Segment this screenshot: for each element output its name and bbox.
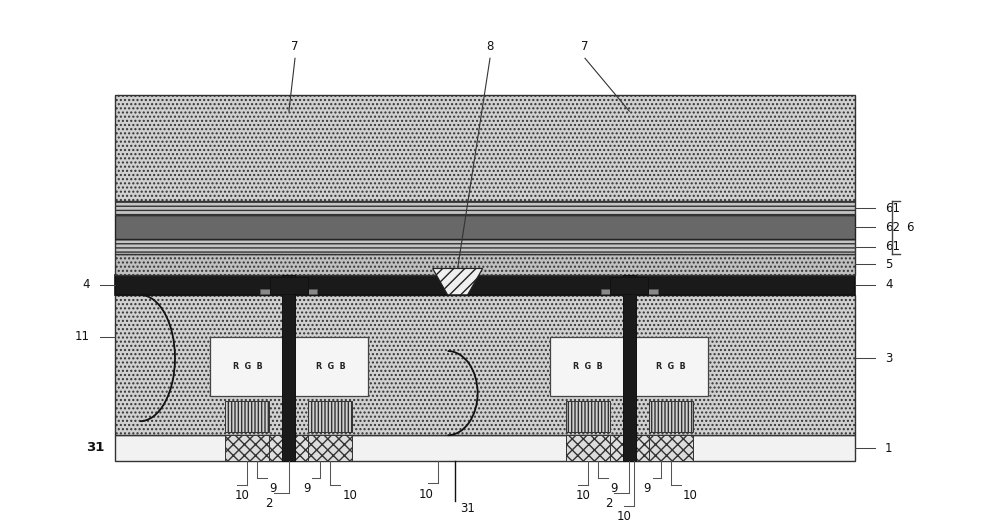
Bar	[115, 216, 855, 240]
Text: 11: 11	[75, 331, 90, 343]
Bar	[550, 337, 625, 396]
Bar	[649, 401, 693, 432]
Bar	[260, 289, 317, 294]
Text: 10: 10	[418, 488, 433, 501]
Bar	[566, 435, 610, 461]
Bar	[115, 201, 855, 216]
Text: 9: 9	[269, 482, 277, 496]
Text: 61: 61	[885, 201, 900, 215]
Bar	[282, 275, 295, 461]
Text: 2: 2	[606, 497, 613, 510]
Text: 5: 5	[885, 258, 892, 271]
Bar	[605, 435, 653, 461]
Text: 9: 9	[610, 482, 617, 496]
Bar	[115, 275, 855, 295]
Text: 8: 8	[486, 40, 494, 53]
Text: R  G  B: R G B	[656, 362, 686, 371]
Bar	[225, 401, 269, 432]
Bar	[265, 435, 313, 461]
Text: 1: 1	[885, 441, 893, 455]
Text: 10: 10	[342, 489, 357, 502]
Bar	[270, 277, 308, 294]
Text: R  G  B: R G B	[316, 362, 345, 371]
Bar	[601, 289, 658, 294]
Bar	[633, 337, 708, 396]
Text: 2: 2	[265, 497, 273, 510]
Bar	[115, 240, 855, 254]
Bar	[610, 277, 648, 294]
Bar	[308, 401, 352, 432]
Text: 31: 31	[86, 440, 104, 454]
Text: 9: 9	[643, 482, 651, 496]
Bar	[308, 435, 352, 461]
Text: 7: 7	[581, 40, 589, 53]
Bar	[623, 275, 636, 461]
Text: 10: 10	[235, 489, 250, 502]
Text: 7: 7	[291, 40, 299, 53]
Text: R  G  B: R G B	[233, 362, 262, 371]
Bar	[115, 295, 855, 435]
Text: R  G  B: R G B	[573, 362, 603, 371]
Text: 9: 9	[303, 482, 310, 496]
Text: 62: 62	[885, 221, 900, 234]
Bar	[225, 435, 269, 461]
Text: 4: 4	[82, 278, 90, 291]
Text: 10: 10	[683, 489, 698, 502]
Text: 61: 61	[885, 240, 900, 253]
Bar	[649, 435, 693, 461]
Text: 4: 4	[885, 278, 893, 291]
Text: 3: 3	[885, 351, 892, 365]
Text: 10: 10	[617, 510, 632, 523]
Bar	[115, 95, 855, 201]
Bar	[115, 435, 855, 461]
Text: 10: 10	[575, 489, 590, 502]
Bar	[115, 254, 855, 275]
Bar	[293, 337, 368, 396]
Text: 6: 6	[906, 221, 914, 234]
Text: 31: 31	[461, 502, 475, 516]
Bar	[566, 401, 610, 432]
Bar	[210, 337, 285, 396]
Polygon shape	[433, 269, 483, 295]
